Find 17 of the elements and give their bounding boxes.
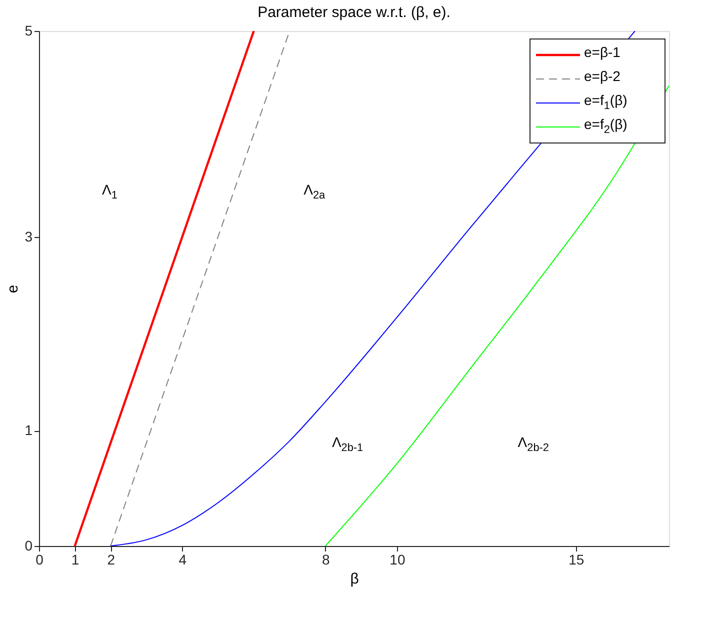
legend-label: e=β-1: [584, 44, 621, 60]
y-tick-label: 5: [24, 22, 33, 38]
x-tick-label: 15: [568, 552, 584, 568]
y-tick-label: 1: [24, 422, 33, 438]
y-tick-label: 3: [24, 228, 33, 244]
y-tick-label: 0: [24, 538, 33, 554]
x-tick-label: 1: [71, 552, 80, 568]
chart-title: Parameter space w.r.t. (β, e).: [258, 4, 450, 21]
x-tick-label: 8: [322, 552, 330, 568]
legend-label: e=β-2: [584, 68, 621, 84]
x-tick-label: 0: [36, 552, 44, 568]
x-axis-title: β: [350, 570, 360, 588]
line-series: [324, 85, 669, 546]
y-axis-title: e: [4, 284, 22, 294]
x-tick-label: 4: [178, 552, 187, 568]
x-tick-label: 2: [107, 552, 116, 568]
x-tick-label: 10: [390, 552, 406, 568]
